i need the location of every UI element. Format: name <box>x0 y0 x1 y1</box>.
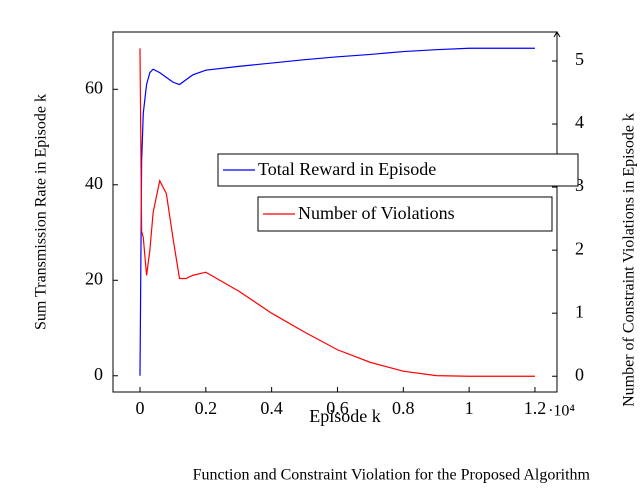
axis-arrow <box>553 31 561 38</box>
x-tick-label: 1.2 <box>524 398 547 418</box>
caption: Function and Constraint Violation for th… <box>193 467 591 484</box>
legend-label: Total Reward in Episode <box>258 159 436 179</box>
line-series <box>139 47 535 376</box>
x-tick-label: 0.6 <box>326 398 349 418</box>
plot-frame <box>112 31 558 393</box>
y2-axis-label: Number of Constraint Violations in Episo… <box>621 113 638 407</box>
legend-box <box>217 153 579 187</box>
x-tick-label: 1 <box>465 398 474 418</box>
x-tick-label: 0.8 <box>392 398 415 418</box>
y2-tick-label: 1 <box>575 301 584 321</box>
x-multiplier: ·10⁴ <box>548 403 575 420</box>
y-tick-label: 0 <box>94 364 103 384</box>
y-axis-label: Sum Transmission Rate in Episode k <box>33 94 50 330</box>
y2-tick-label: 5 <box>575 49 584 69</box>
y2-tick-label: 3 <box>575 175 584 195</box>
x-tick-label: 0.2 <box>195 398 218 418</box>
y-tick-label: 60 <box>85 77 103 97</box>
y2-tick-label: 0 <box>575 364 584 384</box>
y2-tick-label: 4 <box>575 112 584 132</box>
line-series <box>139 48 535 377</box>
legend-label: Number of Violations <box>298 203 455 223</box>
y-tick-label: 40 <box>85 173 103 193</box>
x-tick-label: 0 <box>135 398 144 418</box>
y2-tick-label: 2 <box>575 238 584 258</box>
legend-box <box>257 196 553 232</box>
x-tick-label: 0.4 <box>260 398 283 418</box>
x-axis-label: Episode k <box>309 406 381 426</box>
y-tick-label: 20 <box>85 268 103 288</box>
